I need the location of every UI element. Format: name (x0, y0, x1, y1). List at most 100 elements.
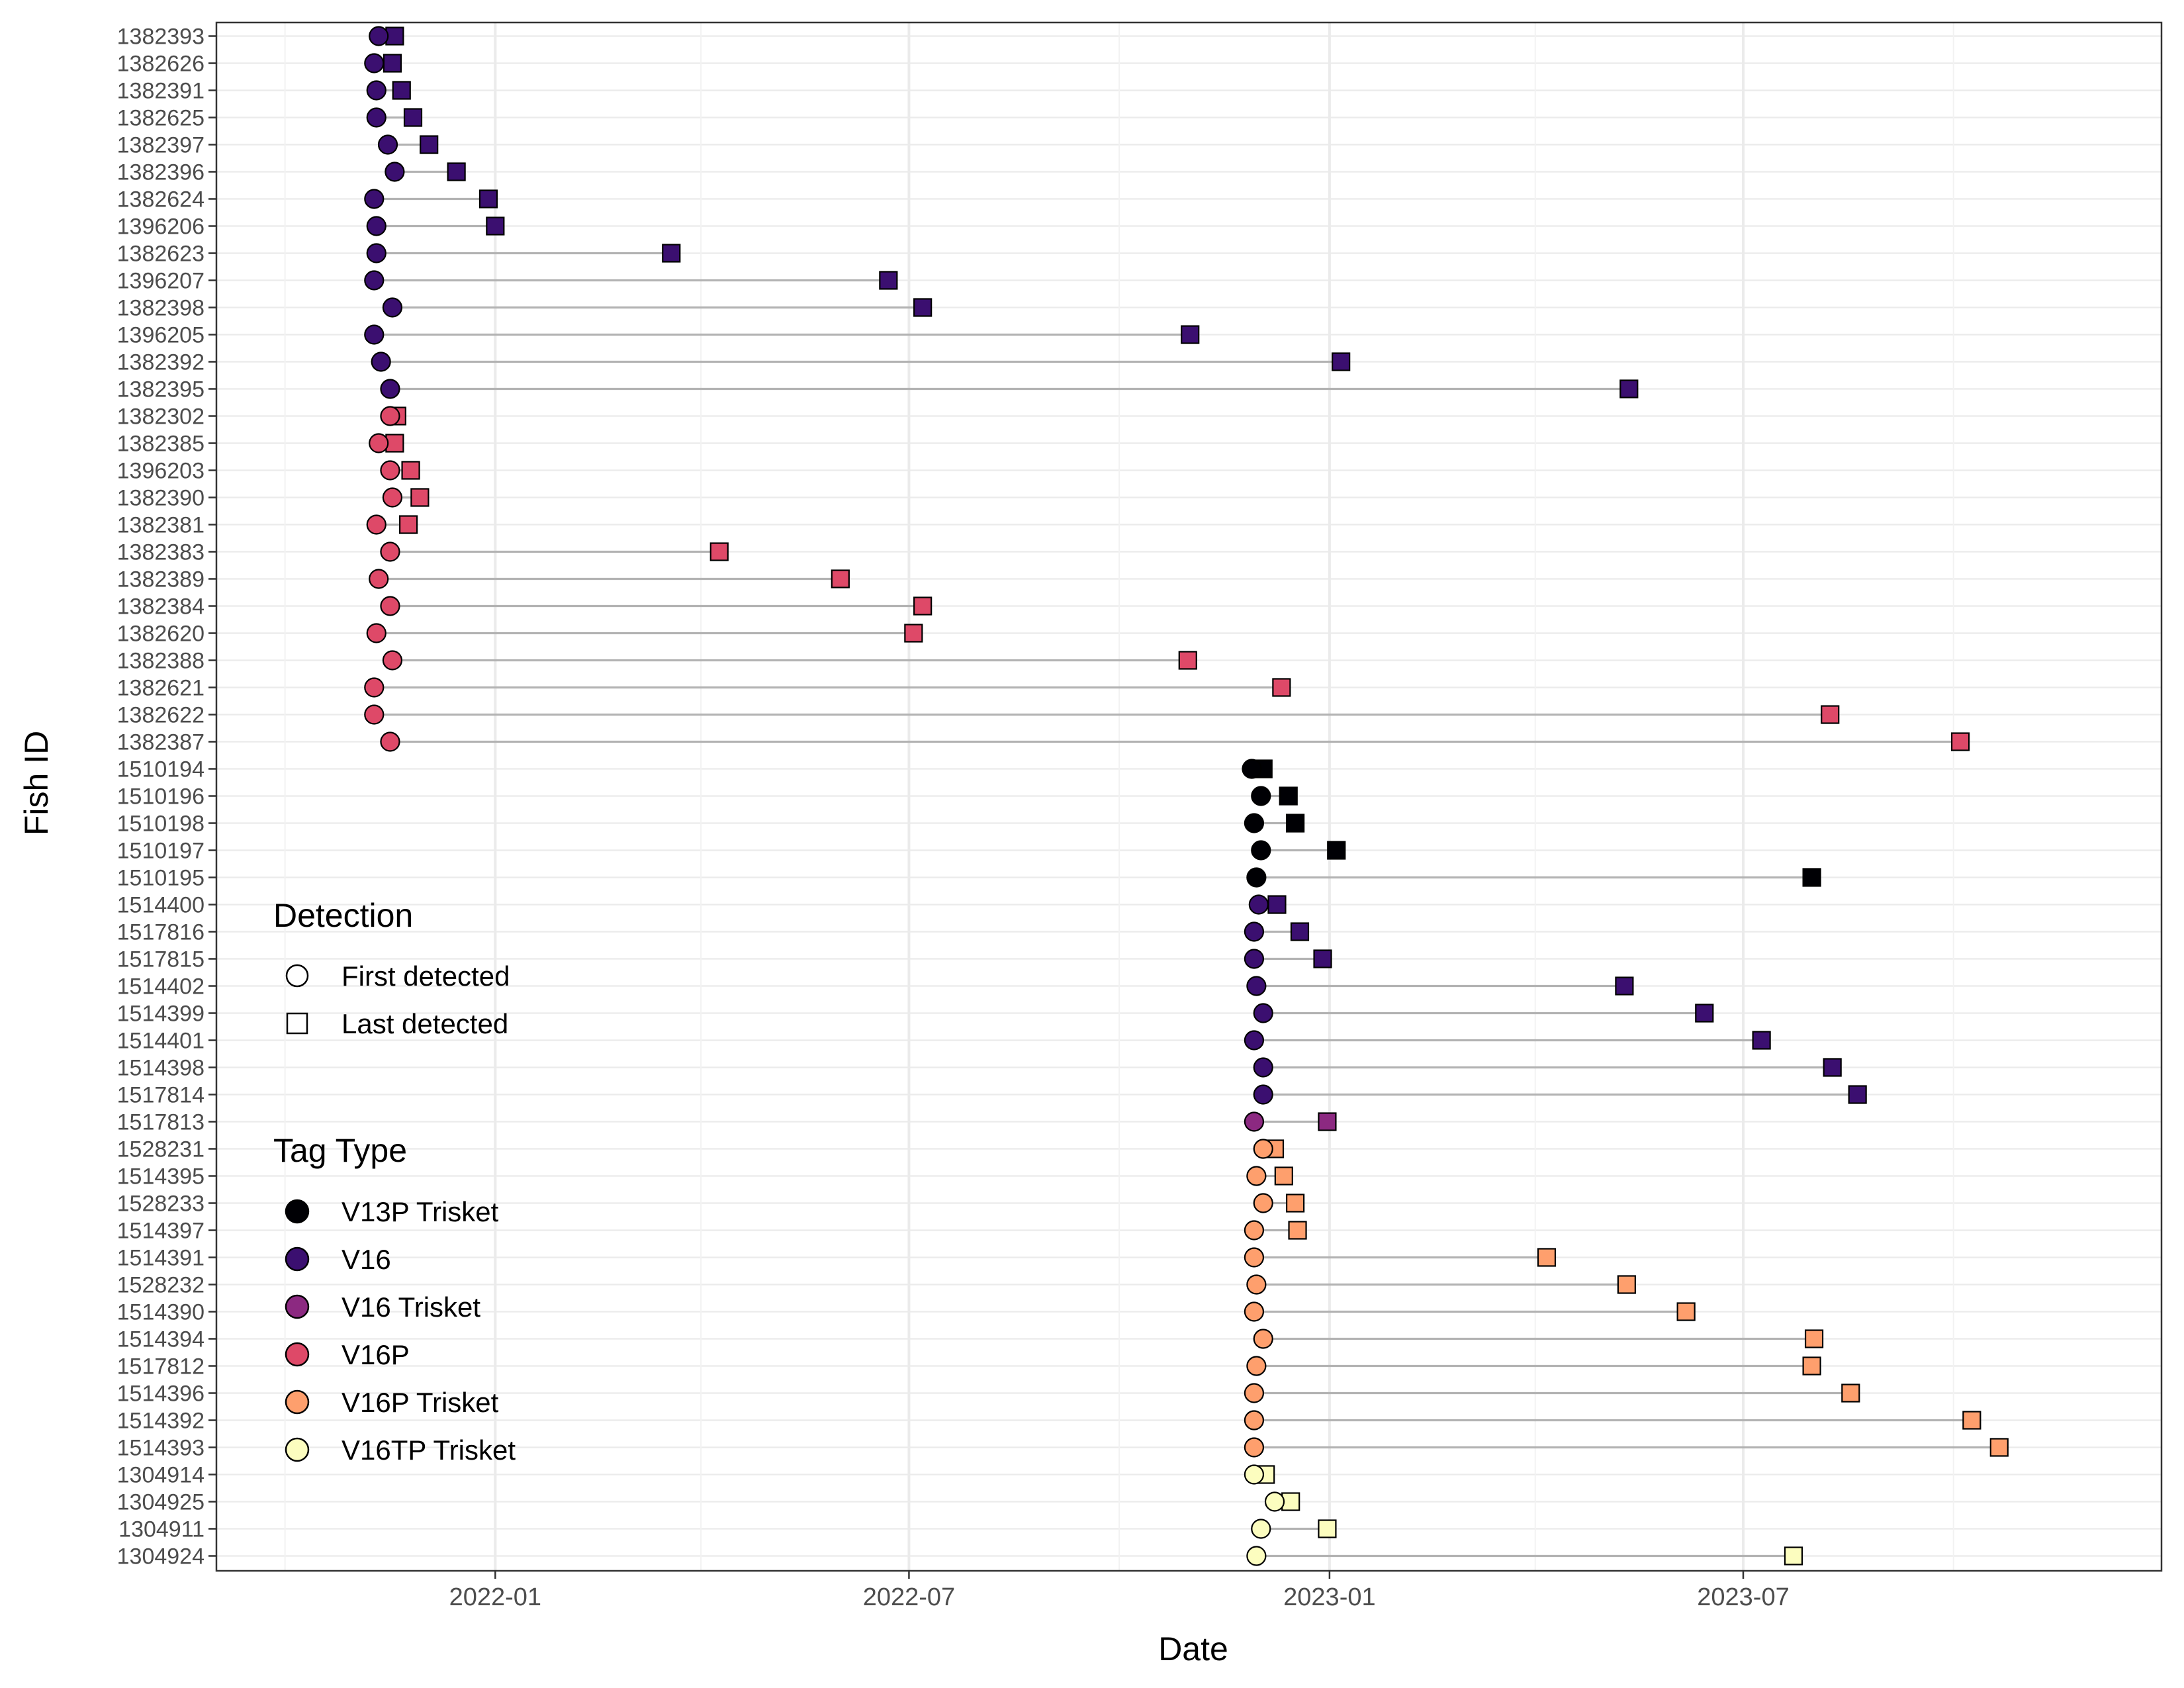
y-tick-label: 1396206 (117, 214, 205, 240)
last-detected-point (1332, 352, 1351, 371)
last-detected-point (1274, 1166, 1293, 1186)
first-detected-point (382, 297, 403, 318)
first-detected-point (1246, 867, 1267, 888)
first-detected-point (366, 107, 387, 128)
legend-detection-title: Detection (273, 897, 413, 934)
last-detected-point (1962, 1411, 1981, 1430)
first-detected-point (1246, 1356, 1267, 1376)
first-detected-point (369, 433, 389, 453)
last-detected-point (913, 298, 933, 317)
first-detected-point (1253, 1084, 1273, 1105)
y-tick-label: 1514394 (117, 1327, 205, 1352)
first-detected-point (1244, 813, 1265, 833)
first-detected-point (1244, 949, 1265, 969)
legend-last-detected-label: Last detected (341, 1008, 508, 1039)
last-detected-point (383, 54, 402, 73)
first-detected-point (380, 460, 400, 481)
last-detected-point (403, 108, 423, 127)
first-detected-point (371, 352, 391, 372)
first-detected-point (1246, 1166, 1267, 1186)
y-tick-label: 1510196 (117, 784, 205, 810)
y-tick-label: 1514397 (117, 1219, 205, 1244)
legend-tag-label: V16 (341, 1244, 391, 1275)
y-tick-label: 1382381 (117, 513, 205, 538)
last-detected-point (1619, 379, 1639, 399)
first-detected-point (366, 216, 387, 236)
last-detected-point (1318, 1112, 1337, 1131)
last-detected-point (392, 81, 411, 100)
first-detected-point (1244, 1301, 1265, 1322)
last-detected-point (1290, 922, 1310, 941)
last-detected-point (831, 569, 850, 588)
y-tick-label: 1382393 (117, 24, 205, 50)
first-detected-point (1244, 1030, 1265, 1051)
first-detected-point (1253, 1003, 1273, 1023)
legend-first-detected-symbol (285, 964, 309, 988)
last-detected-point (401, 461, 420, 480)
last-detected-point (1989, 1438, 2009, 1457)
x-axis-title: Date (1158, 1630, 1228, 1667)
detection-points (364, 26, 2009, 1566)
y-tick-label: 1396205 (117, 323, 205, 348)
y-tick-label: 1514392 (117, 1409, 205, 1434)
last-detected-point (447, 162, 466, 181)
last-detected-point (1285, 1194, 1305, 1213)
legend-first-detected-label: First detected (341, 961, 510, 992)
first-detected-point (366, 514, 387, 535)
y-tick-label: 1382626 (117, 52, 205, 77)
legend-last-detected-symbol (286, 1012, 308, 1035)
y-tick-label: 1382620 (117, 622, 205, 647)
y-tick-label: 1382390 (117, 486, 205, 511)
y-tick-label: 1382383 (117, 540, 205, 565)
y-tick-label: 1382621 (117, 676, 205, 701)
last-detected-point (1313, 949, 1332, 968)
x-tick-label: 2022-07 (863, 1583, 955, 1611)
last-detected-point (1327, 841, 1346, 860)
y-tick-label: 1514402 (117, 974, 205, 1000)
first-detected-point (366, 623, 387, 643)
y-tick-label: 1382388 (117, 649, 205, 674)
last-detected-point (904, 624, 923, 643)
first-detected-point (1246, 1274, 1267, 1295)
y-tick-label: 1396207 (117, 269, 205, 294)
first-detected-point (1246, 976, 1267, 996)
last-detected-point (1676, 1302, 1696, 1321)
last-detected-point (1802, 1356, 1821, 1376)
y-tick-label: 1514401 (117, 1029, 205, 1054)
y-tick-label: 1382395 (117, 377, 205, 402)
last-detected-point (1804, 1329, 1824, 1348)
x-tick-label: 2022-01 (449, 1583, 541, 1611)
last-detected-point (1615, 976, 1634, 996)
first-detected-point (364, 677, 385, 698)
y-tick-label: 1382384 (117, 594, 205, 620)
last-detected-point (1784, 1546, 1803, 1566)
first-detected-point (1264, 1491, 1285, 1512)
y-axis-title: Fish ID (18, 731, 55, 835)
y-tick-label: 1528231 (117, 1137, 205, 1162)
first-detected-point (366, 80, 387, 101)
y-tick-label: 1382623 (117, 242, 205, 267)
first-detected-point (366, 243, 387, 263)
first-detected-point (369, 569, 389, 589)
last-detected-point (879, 271, 898, 290)
last-detected-point (1823, 1058, 1842, 1077)
last-detected-point (1279, 786, 1298, 806)
last-detected-point (399, 515, 418, 534)
x-tick-label: 2023-01 (1283, 1583, 1375, 1611)
legend-tag-type: Tag Type V13P Trisket V16 V16 Trisket V16P V… (273, 1132, 516, 1466)
last-detected-point (1318, 1519, 1337, 1538)
last-detected-point (1617, 1275, 1636, 1294)
first-detected-point (377, 134, 398, 155)
y-tick-label: 1514396 (117, 1382, 205, 1407)
first-detected-point (1244, 1437, 1265, 1458)
last-detected-point (1821, 705, 1840, 724)
y-tick-label: 1517812 (117, 1354, 205, 1380)
y-tick-label: 1304914 (117, 1463, 205, 1488)
last-detected-point (1267, 895, 1287, 914)
y-tick-label: 1514391 (117, 1246, 205, 1271)
y-tick-label: 1304924 (117, 1544, 205, 1570)
legend-tag-swatch (285, 1437, 310, 1462)
y-tick-label: 1510195 (117, 866, 205, 891)
